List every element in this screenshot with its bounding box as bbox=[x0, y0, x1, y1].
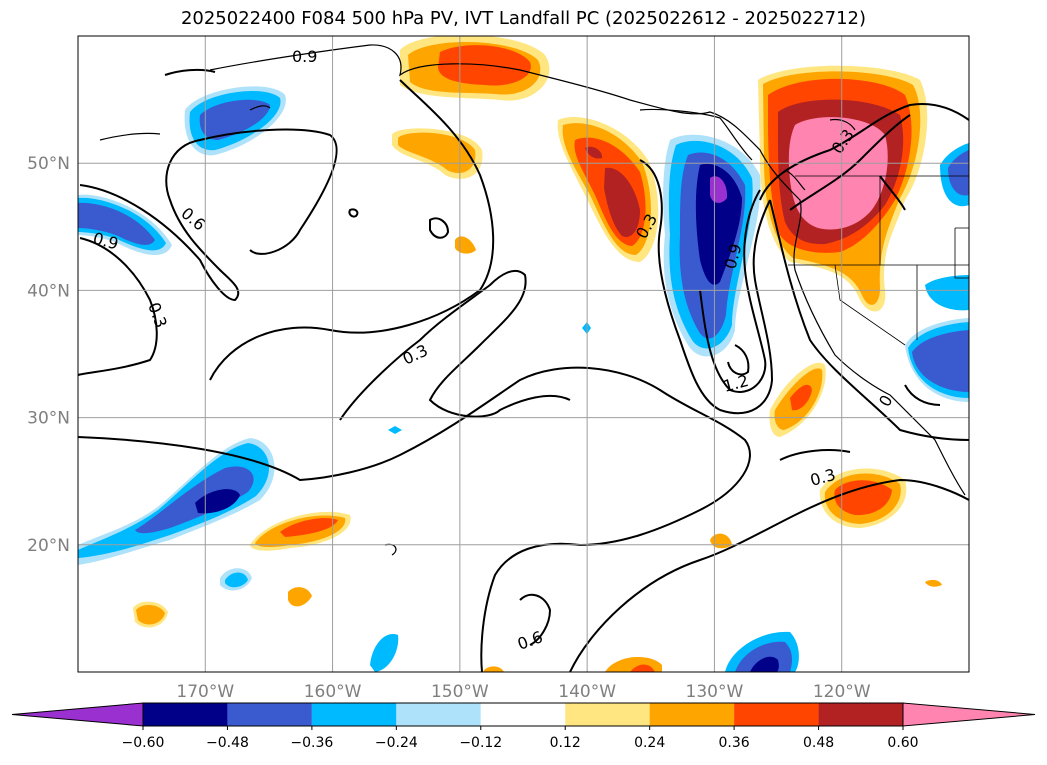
lat-tick-label: 20°N bbox=[27, 536, 70, 556]
positive-anomaly-central bbox=[557, 116, 659, 263]
colorbar-segment bbox=[311, 703, 397, 726]
colorbar-tick-label: 0.12 bbox=[550, 735, 581, 751]
lon-tick-label: 130°W bbox=[686, 682, 744, 702]
colorbar-tick-label: −0.48 bbox=[206, 735, 249, 751]
colorbar-segment bbox=[649, 703, 735, 726]
lon-tick-label: 150°W bbox=[431, 682, 489, 702]
colorbar-outline bbox=[142, 702, 904, 727]
colorbar-tick-label: 0.24 bbox=[634, 735, 665, 751]
colorbar-segment bbox=[734, 703, 819, 726]
gridlines bbox=[78, 36, 969, 672]
colorbar-tick-label: 0.36 bbox=[719, 735, 750, 751]
colorbar-tick-label: 0.60 bbox=[887, 735, 918, 751]
colorbar-extend-low bbox=[11, 702, 144, 727]
lat-tick-label: 30°N bbox=[27, 409, 70, 429]
colorbar-tick-label: −0.36 bbox=[290, 735, 333, 751]
lat-tick-label: 40°N bbox=[27, 281, 70, 301]
lon-tick-label: 170°W bbox=[176, 682, 234, 702]
colorbar-segment bbox=[227, 703, 312, 726]
colorbar-tick-label: −0.24 bbox=[375, 735, 418, 751]
colorbar-tick-label: −0.60 bbox=[122, 735, 165, 751]
colorbar-tick-label: −0.12 bbox=[459, 735, 502, 751]
contour-label: 0.3 bbox=[144, 300, 171, 330]
colorbar: −0.60 −0.48 −0.36 −0.24 −0.12 0.12 0.24 0.36 0.4… bbox=[11, 702, 1036, 751]
lon-tick-label: 140°W bbox=[558, 682, 616, 702]
contour-label: 0.3 bbox=[400, 341, 431, 369]
contour-label: 0 bbox=[875, 392, 897, 410]
colorbar-segment bbox=[480, 703, 566, 726]
lon-tick-label: 160°W bbox=[304, 682, 362, 702]
longitude-labels: 170°W 160°W 150°W 140°W 130°W 120°W bbox=[176, 682, 870, 702]
colorbar-segment bbox=[565, 703, 650, 726]
colorbar-segment bbox=[143, 703, 228, 726]
positive-anomaly-pacific-northwest bbox=[758, 65, 928, 312]
colorbar-segment bbox=[818, 703, 903, 726]
coastline-layer bbox=[99, 44, 966, 556]
map-title: 2025022400 F084 500 hPa PV, IVT Landfall… bbox=[180, 8, 867, 29]
contour-label: 0.6 bbox=[515, 627, 545, 654]
map-frame bbox=[77, 35, 970, 673]
contour-label: 0.9 bbox=[292, 47, 317, 66]
latitude-labels: 20°N 30°N 40°N 50°N bbox=[27, 154, 70, 556]
lon-tick-label: 120°W bbox=[813, 682, 871, 702]
positive-anomaly-gulf-of-alaska bbox=[400, 36, 550, 101]
negative-anomaly-offshore bbox=[663, 134, 761, 357]
colorbar-tick-label: 0.48 bbox=[803, 735, 834, 751]
state-borders bbox=[788, 175, 969, 346]
lat-tick-label: 50°N bbox=[27, 154, 70, 174]
colorbar-extend-high bbox=[902, 702, 1036, 727]
shaded-field-layer bbox=[78, 36, 969, 672]
contour-label: 0.6 bbox=[177, 204, 209, 235]
colorbar-segment bbox=[396, 703, 481, 726]
pv-contours bbox=[78, 68, 969, 672]
